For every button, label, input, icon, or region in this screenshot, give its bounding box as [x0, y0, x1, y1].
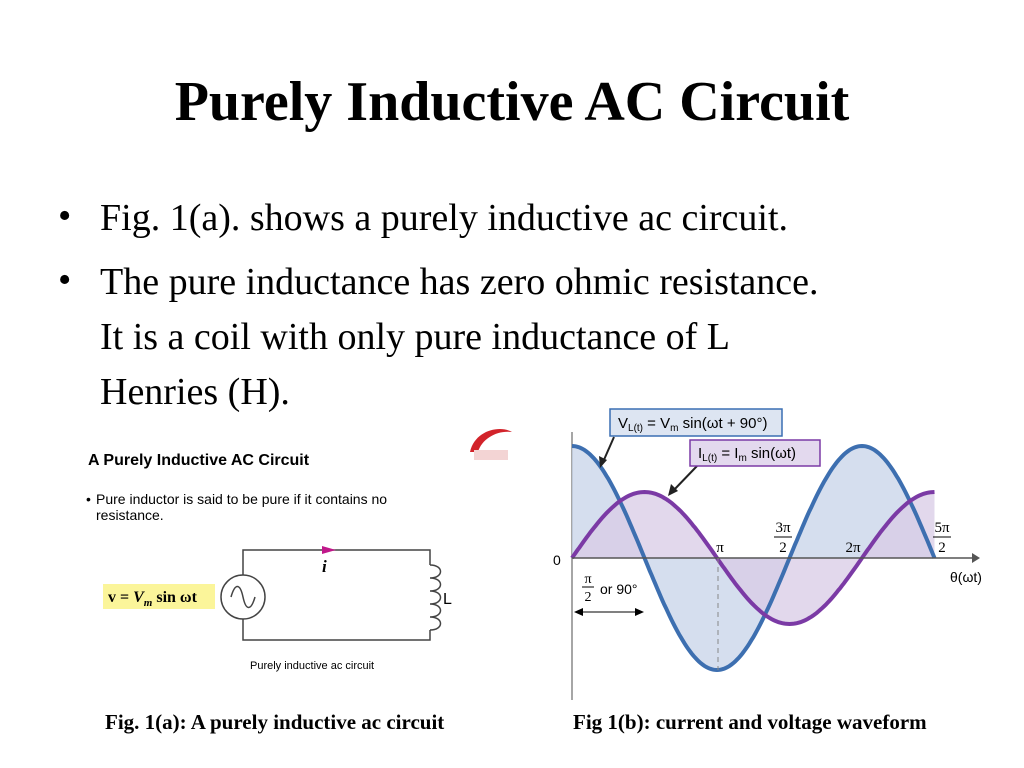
- eq-part: I: [698, 445, 702, 462]
- figure-b: [570, 432, 980, 700]
- figure-caption: Fig. 1(a): A purely inductive ac circuit: [105, 710, 444, 734]
- shift-text: or 90°: [600, 581, 638, 597]
- shift-numerator: π: [584, 572, 591, 587]
- eq-part: = I: [717, 445, 738, 462]
- voltage-label-box: [609, 408, 783, 437]
- current-equation: IL(t) = Im sin(ωt): [698, 445, 796, 464]
- voltage-equation: VL(t) = Vm sin(ωt + 90°): [618, 415, 767, 434]
- eq-part: sin ωt: [152, 589, 197, 606]
- pointer-head: [668, 484, 678, 496]
- figure-heading: A Purely Inductive AC Circuit: [88, 452, 310, 469]
- shift-denominator: 2: [585, 590, 592, 605]
- tick-denominator: 2: [938, 540, 946, 556]
- eq-part: sin(ωt + 90°): [678, 415, 767, 432]
- eq-subscript: L(t): [702, 453, 717, 464]
- circuit-label: Purely inductive ac circuit: [250, 660, 374, 672]
- logo: [470, 429, 512, 460]
- eq-part: = V: [643, 415, 670, 432]
- current-wave: [570, 489, 935, 627]
- eq-part: V: [133, 589, 145, 606]
- bullet-text: It is a coil with only pure inductance o…: [100, 316, 730, 358]
- figure-b-labels: 0 π 3π 2 2π 5π 2 θ(ωt) π 2 or 90° VL(t) …: [553, 408, 982, 670]
- inductor-label: L: [443, 591, 452, 608]
- axis-label: θ(ωt): [950, 569, 982, 585]
- sine-symbol: [230, 585, 256, 609]
- bullet-text: The pure inductance has zero ohmic resis…: [100, 261, 819, 303]
- eq-subscript: m: [738, 453, 746, 464]
- tick-label: π: [716, 540, 724, 556]
- tick-label: 2π: [845, 540, 861, 556]
- pointer-head: [599, 456, 607, 468]
- axis-arrow: [972, 553, 980, 563]
- bullet-text: Fig. 1(a). shows a purely inductive ac c…: [100, 197, 788, 239]
- inductor-coil: [429, 564, 442, 631]
- logo-swoosh: [470, 429, 512, 452]
- tick-numerator: 5π: [934, 520, 950, 536]
- eq-subscript: m: [670, 423, 678, 434]
- figure-caption: Fig 1(b): current and voltage waveform: [573, 710, 927, 734]
- ac-source: [220, 574, 266, 620]
- voltage-wave: [571, 443, 937, 673]
- eq-part: v =: [108, 589, 133, 606]
- figure-note: Pure inductor is said to be pure if it c…: [96, 491, 387, 507]
- eq-part: sin(ωt): [747, 445, 796, 462]
- wire: [242, 549, 431, 575]
- source-equation: v = Vm sin ωt: [108, 589, 198, 609]
- origin-label: 0: [553, 552, 561, 568]
- current-arrow: [322, 546, 336, 554]
- current-label: i: [322, 557, 327, 576]
- equation-highlight: [103, 584, 215, 609]
- bullet-dot: •: [58, 259, 71, 301]
- bullet-dot: •: [86, 491, 91, 507]
- circuit: [220, 549, 442, 641]
- tick-denominator: 2: [779, 540, 787, 556]
- figure-a: A Purely Inductive AC Circuit • Pure ind…: [86, 429, 512, 672]
- pointer: [671, 465, 698, 493]
- eq-part: V: [618, 415, 628, 432]
- bullet-dot: •: [58, 195, 71, 237]
- figure-note: resistance.: [96, 507, 164, 523]
- tick-numerator: 3π: [775, 520, 791, 536]
- slide-title: Purely Inductive AC Circuit: [175, 71, 850, 133]
- wire: [242, 619, 431, 641]
- eq-subscript: L(t): [628, 423, 643, 434]
- current-label-box: [689, 439, 821, 467]
- logo-band: [474, 450, 508, 460]
- pointer: [602, 436, 615, 463]
- eq-subscript: m: [144, 597, 153, 609]
- bullet-text: Henries (H).: [100, 371, 290, 413]
